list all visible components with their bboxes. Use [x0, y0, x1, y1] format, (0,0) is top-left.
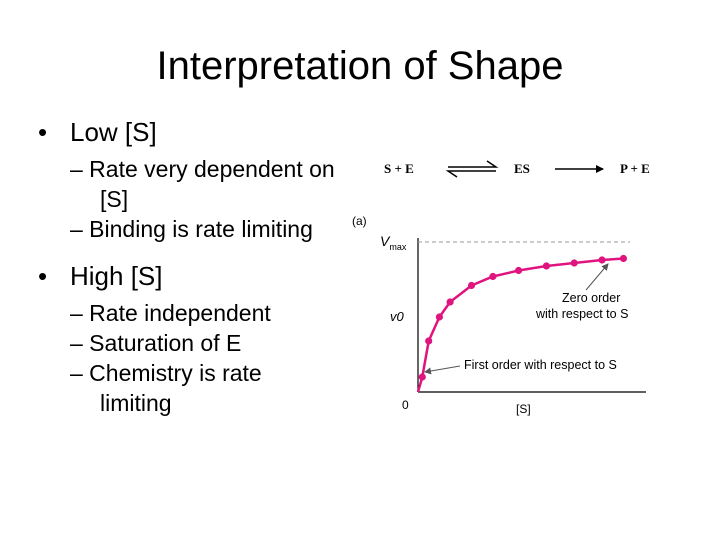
- data-point: [435, 313, 443, 321]
- vmax-label-sub: max: [389, 242, 407, 252]
- bullet-marker: •: [38, 117, 48, 147]
- y-axis-label: v0: [390, 309, 405, 324]
- origin-label: 0: [402, 398, 409, 412]
- products-label: P + E: [620, 161, 650, 176]
- data-point: [542, 262, 551, 270]
- zero-order-annotation-line-1: Zero order: [562, 291, 620, 305]
- data-point: [570, 259, 578, 267]
- sub-bullet: – Saturation of E: [70, 330, 242, 356]
- bullet-marker: •: [38, 261, 48, 291]
- sub-bullet: – Rate very dependent on [S]: [70, 156, 335, 212]
- slide-title: Interpretation of Shape: [156, 44, 564, 88]
- data-point: [489, 272, 497, 281]
- data-point: [514, 266, 523, 275]
- bullet-low-s: • Low [S]: [38, 116, 338, 148]
- bullet-label: Low [S]: [70, 117, 157, 147]
- first-order-arrow: [424, 365, 461, 375]
- sub-bullet: – Chemistry is rate limiting: [70, 360, 262, 416]
- first-order-annotation: First order with respect to S: [464, 358, 617, 372]
- data-point: [467, 281, 476, 290]
- sub-bullet: – Binding is rate limiting: [70, 216, 313, 242]
- sub-bullet: – Rate independent: [70, 300, 271, 326]
- vmax-label-main: V: [380, 233, 391, 249]
- equilibrium-arrow: [445, 160, 499, 178]
- data-point: [598, 256, 606, 264]
- bullet-label: High [S]: [70, 261, 163, 291]
- bullet-high-s: • High [S]: [38, 260, 338, 292]
- data-point: [446, 298, 454, 306]
- data-points: [418, 254, 628, 381]
- data-point: [418, 373, 426, 381]
- reactants-label: S + E: [384, 161, 414, 176]
- panel-label: (a): [352, 214, 367, 228]
- data-point: [619, 254, 628, 263]
- complex-label: ES: [514, 161, 530, 176]
- vmax-label: Vmax: [380, 233, 407, 252]
- rate-curve: [416, 257, 624, 393]
- bullet-list: • Low [S] – Rate very dependent on [S] –…: [38, 116, 338, 418]
- x-axis-label: [S]: [516, 402, 531, 416]
- zero-order-annotation-line-2: with respect to S: [535, 307, 628, 321]
- data-point: [425, 337, 433, 345]
- zero-order-arrow: [585, 263, 609, 291]
